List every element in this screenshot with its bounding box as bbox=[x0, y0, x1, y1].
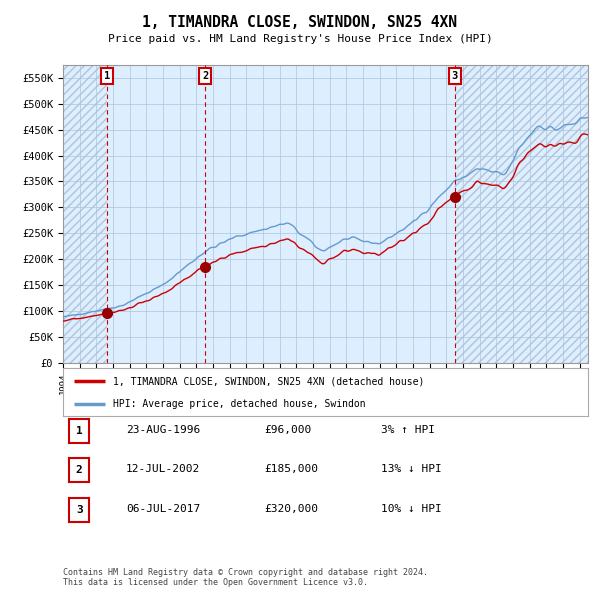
Bar bbox=[63, 65, 107, 363]
Text: £185,000: £185,000 bbox=[264, 464, 318, 474]
Text: Contains HM Land Registry data © Crown copyright and database right 2024.
This d: Contains HM Land Registry data © Crown c… bbox=[63, 568, 428, 587]
Text: 1, TIMANDRA CLOSE, SWINDON, SN25 4XN: 1, TIMANDRA CLOSE, SWINDON, SN25 4XN bbox=[143, 15, 458, 30]
Text: 06-JUL-2017: 06-JUL-2017 bbox=[126, 504, 200, 513]
Text: 3% ↑ HPI: 3% ↑ HPI bbox=[381, 425, 435, 434]
Text: 3: 3 bbox=[452, 71, 458, 81]
Text: 3: 3 bbox=[76, 505, 83, 514]
Text: 10% ↓ HPI: 10% ↓ HPI bbox=[381, 504, 442, 513]
Text: £320,000: £320,000 bbox=[264, 504, 318, 513]
Text: 1: 1 bbox=[76, 426, 83, 435]
Text: 23-AUG-1996: 23-AUG-1996 bbox=[126, 425, 200, 434]
Text: 1: 1 bbox=[104, 71, 110, 81]
Text: £96,000: £96,000 bbox=[264, 425, 311, 434]
Text: 2: 2 bbox=[76, 466, 83, 475]
Text: Price paid vs. HM Land Registry's House Price Index (HPI): Price paid vs. HM Land Registry's House … bbox=[107, 34, 493, 44]
Bar bbox=[455, 65, 588, 363]
Text: 13% ↓ HPI: 13% ↓ HPI bbox=[381, 464, 442, 474]
Text: 2: 2 bbox=[202, 71, 208, 81]
Text: 1, TIMANDRA CLOSE, SWINDON, SN25 4XN (detached house): 1, TIMANDRA CLOSE, SWINDON, SN25 4XN (de… bbox=[113, 376, 424, 386]
Text: 12-JUL-2002: 12-JUL-2002 bbox=[126, 464, 200, 474]
Text: HPI: Average price, detached house, Swindon: HPI: Average price, detached house, Swin… bbox=[113, 399, 365, 409]
